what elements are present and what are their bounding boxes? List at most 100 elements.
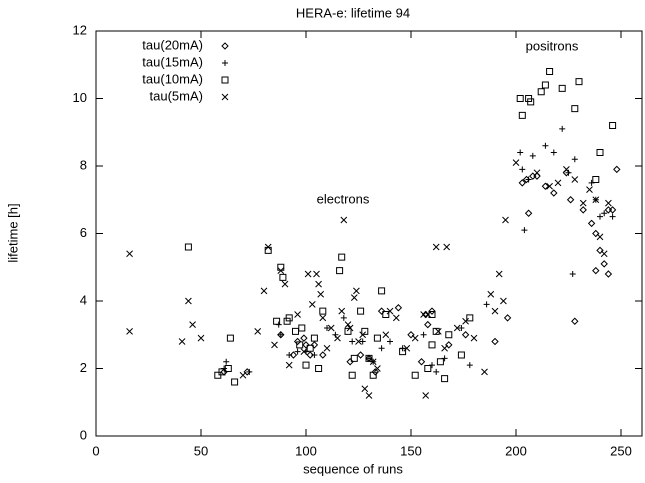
point <box>500 297 507 305</box>
point <box>327 324 335 332</box>
point <box>436 358 444 366</box>
point <box>313 270 320 278</box>
point <box>294 348 301 355</box>
point <box>411 371 419 379</box>
legend-marker <box>222 60 228 66</box>
point <box>300 334 308 342</box>
y-tick-label: 6 <box>80 225 87 240</box>
y-tick-label: 2 <box>80 360 87 375</box>
point <box>378 345 385 352</box>
point <box>189 321 196 328</box>
point <box>428 341 436 349</box>
x-tick-label: 250 <box>610 443 632 458</box>
point <box>306 351 314 359</box>
point <box>285 314 293 322</box>
point <box>592 266 600 275</box>
point <box>338 253 346 261</box>
point <box>609 122 617 129</box>
point <box>597 213 603 220</box>
point <box>355 338 362 345</box>
legend-label: tau(20mA) <box>142 37 203 52</box>
point <box>458 325 465 331</box>
point <box>441 375 449 383</box>
point <box>521 227 528 234</box>
point <box>264 246 272 254</box>
point <box>565 169 572 176</box>
point <box>197 334 205 342</box>
point <box>495 270 503 278</box>
point <box>487 290 495 298</box>
point <box>571 105 579 113</box>
point <box>361 385 369 393</box>
y-axis-label: lifetime [h] <box>5 203 20 262</box>
point <box>293 337 302 346</box>
point <box>231 378 239 386</box>
point <box>586 186 593 193</box>
legend-marker <box>221 76 229 84</box>
point <box>353 287 360 295</box>
x-tick-label: 100 <box>295 443 317 458</box>
point <box>373 334 381 342</box>
point <box>533 169 541 177</box>
point <box>332 331 339 338</box>
point <box>323 344 331 352</box>
point <box>481 368 488 376</box>
point <box>365 392 373 399</box>
point <box>392 314 400 322</box>
point <box>226 334 234 342</box>
point <box>283 317 291 325</box>
point <box>306 344 314 352</box>
point <box>601 210 608 217</box>
point <box>604 270 613 278</box>
point <box>304 270 312 278</box>
point <box>285 361 293 369</box>
point <box>298 324 306 332</box>
point <box>382 311 390 318</box>
point <box>271 341 278 349</box>
point <box>566 196 575 204</box>
point <box>281 280 289 288</box>
point <box>592 176 600 183</box>
point <box>571 176 579 183</box>
legend-marker <box>221 42 229 50</box>
point <box>399 348 407 356</box>
point <box>546 68 554 75</box>
legend-label: tau(5mA) <box>150 88 203 103</box>
point <box>613 165 621 174</box>
point <box>470 334 478 342</box>
point <box>292 327 299 335</box>
point <box>432 327 440 335</box>
point <box>491 337 499 346</box>
point <box>541 182 550 190</box>
point <box>126 328 133 335</box>
point <box>420 331 427 338</box>
point <box>185 297 192 305</box>
point <box>422 392 430 399</box>
point <box>277 267 285 274</box>
point <box>359 338 366 345</box>
point <box>596 246 604 255</box>
point <box>366 355 372 362</box>
point <box>126 250 133 258</box>
x-tick-label: 150 <box>400 443 422 458</box>
point <box>575 78 583 86</box>
point <box>519 166 526 173</box>
point <box>319 351 327 359</box>
point <box>310 341 319 349</box>
point <box>587 219 596 228</box>
point <box>537 88 545 96</box>
point <box>184 243 192 251</box>
point <box>403 344 411 352</box>
point <box>541 81 549 89</box>
point <box>518 111 526 119</box>
point <box>443 243 451 251</box>
point <box>563 166 570 173</box>
x-axis-label: sequence of runs <box>303 461 403 476</box>
point <box>294 311 301 318</box>
point <box>571 156 578 163</box>
point <box>296 341 304 349</box>
point <box>254 328 262 335</box>
x-tick-label: 200 <box>505 443 527 458</box>
point <box>525 95 533 102</box>
point <box>356 351 365 359</box>
